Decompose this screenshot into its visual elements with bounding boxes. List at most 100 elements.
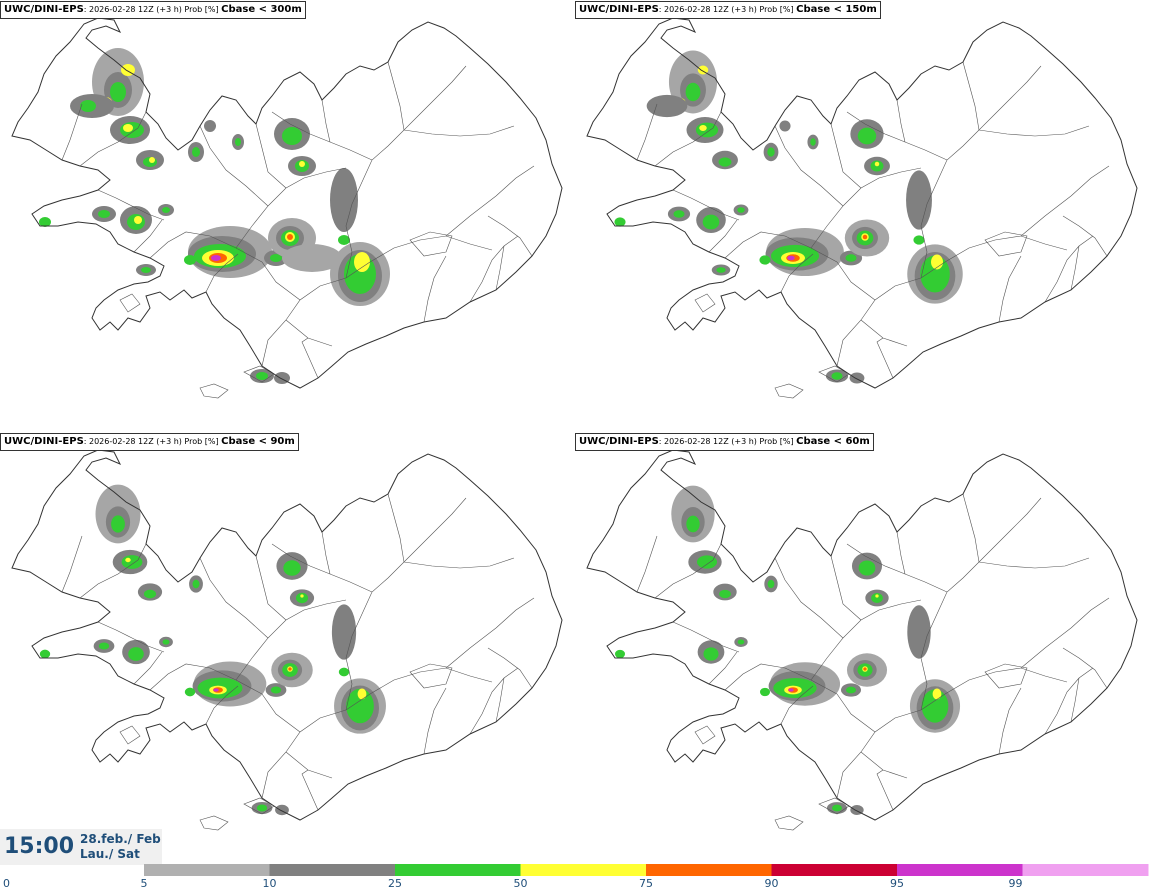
probability-area (141, 267, 151, 273)
lake-outline (984, 663, 1028, 689)
probability-area (336, 178, 352, 214)
coastline (11, 17, 563, 389)
probability-area (331, 604, 357, 660)
boundary-line (1070, 677, 1080, 723)
probability-area (703, 647, 719, 661)
probability-area (716, 267, 726, 273)
probability-area (871, 592, 883, 604)
probability-area (845, 254, 857, 262)
land-fill (12, 450, 562, 820)
probability-area (779, 120, 791, 132)
probability-area (874, 161, 880, 167)
boundary-line (724, 663, 838, 695)
panel-title: UWC/DINI-EPS: 2026-02-28 12Z (+3 h) Prob… (0, 1, 306, 19)
probability-area (134, 216, 142, 224)
probability-area (614, 217, 626, 227)
coastline (11, 449, 563, 821)
probability-area (299, 161, 305, 167)
probability-area (143, 589, 157, 599)
model-name: UWC/DINI-EPS (579, 436, 659, 447)
threshold-label: Cbase < 150m (796, 4, 877, 15)
boundary-line (255, 123, 287, 189)
valid-time: 15:00 (4, 834, 75, 859)
probability-area (184, 255, 196, 265)
boundary-line (1020, 165, 1110, 237)
boundary-line (261, 693, 301, 733)
iceland-map (586, 17, 1138, 399)
colorbar-segment (897, 864, 1023, 876)
probability-area (788, 688, 794, 692)
probability-area (211, 255, 221, 261)
probability-area (767, 579, 775, 589)
boundary-line (962, 61, 980, 131)
valid-date: 28.feb./ Feb (80, 832, 161, 846)
boundary-line (133, 219, 163, 253)
boundary-line (1062, 215, 1108, 257)
boundary-line (636, 535, 658, 593)
probability-area (300, 594, 304, 598)
boundary-line (920, 667, 1068, 711)
boundary-line (978, 557, 1090, 569)
boundary-line (423, 687, 447, 755)
run-info: : 2026-02-28 12Z (+3 h) Prob [%] (83, 5, 222, 14)
valid-day: Lau./ Sat (80, 847, 140, 861)
land-fill (587, 18, 1137, 388)
boundary-line (876, 337, 894, 379)
lake-outline (774, 815, 804, 831)
probability-area (162, 207, 170, 213)
probability-area (270, 254, 282, 262)
boundary-line (97, 621, 165, 653)
probability-area (39, 649, 51, 659)
probability-area (696, 555, 718, 569)
probability-area (673, 210, 685, 218)
probability-area (863, 667, 867, 671)
map-panel-cbase-300m: UWC/DINI-EPS: 2026-02-28 12Z (+3 h) Prob… (0, 0, 574, 430)
probability-area (125, 557, 131, 563)
colorbar-segment (395, 864, 521, 876)
probability-colorbar: 0 5 10 25 50 75 90 95 99 (0, 862, 1150, 891)
boundary-line (345, 235, 493, 279)
boundary-line (261, 261, 301, 301)
coastline (586, 449, 1138, 821)
colorbar-segment (520, 864, 647, 876)
boundary-line (255, 555, 287, 621)
coastline (586, 17, 1138, 389)
probability-area (162, 639, 170, 645)
colorbar-tick-label: 10 (263, 877, 277, 890)
colorbar-segment (1022, 864, 1149, 876)
colorbar-tick-label: 50 (514, 877, 528, 890)
probability-area (699, 125, 707, 131)
boundary-line (133, 651, 163, 685)
boundary-line (672, 189, 740, 221)
boundary-line (724, 231, 838, 263)
probability-area (338, 667, 350, 677)
probability-area (767, 147, 775, 157)
iceland-map (11, 449, 563, 831)
probability-area (128, 647, 144, 661)
lake-outline (694, 725, 716, 745)
lake-outline (694, 293, 716, 313)
land-fill (587, 450, 1137, 820)
probability-area (787, 255, 795, 261)
lake-outline (774, 383, 804, 399)
boundary-line (301, 337, 319, 379)
boundary-line (261, 277, 347, 367)
boundary-line (205, 685, 239, 725)
model-name: UWC/DINI-EPS (4, 4, 84, 15)
lake-outline (119, 725, 141, 745)
probability-area (810, 138, 816, 146)
boundary-line (445, 597, 535, 669)
probability-area (932, 688, 942, 700)
colorbar-tick-label: 5 (141, 877, 148, 890)
probability-area (80, 100, 96, 112)
boundary-line (1020, 597, 1110, 669)
colorbar-tick-label: 90 (765, 877, 779, 890)
probability-area (862, 234, 868, 240)
boundary-line (321, 531, 331, 575)
colorbar-tick-label: 25 (388, 877, 402, 890)
boundary-line (1062, 647, 1108, 689)
boundary-line (345, 497, 467, 711)
boundary-line (962, 493, 980, 563)
colorbar-segment (771, 864, 898, 876)
panel-title: UWC/DINI-EPS: 2026-02-28 12Z (+3 h) Prob… (575, 433, 874, 451)
